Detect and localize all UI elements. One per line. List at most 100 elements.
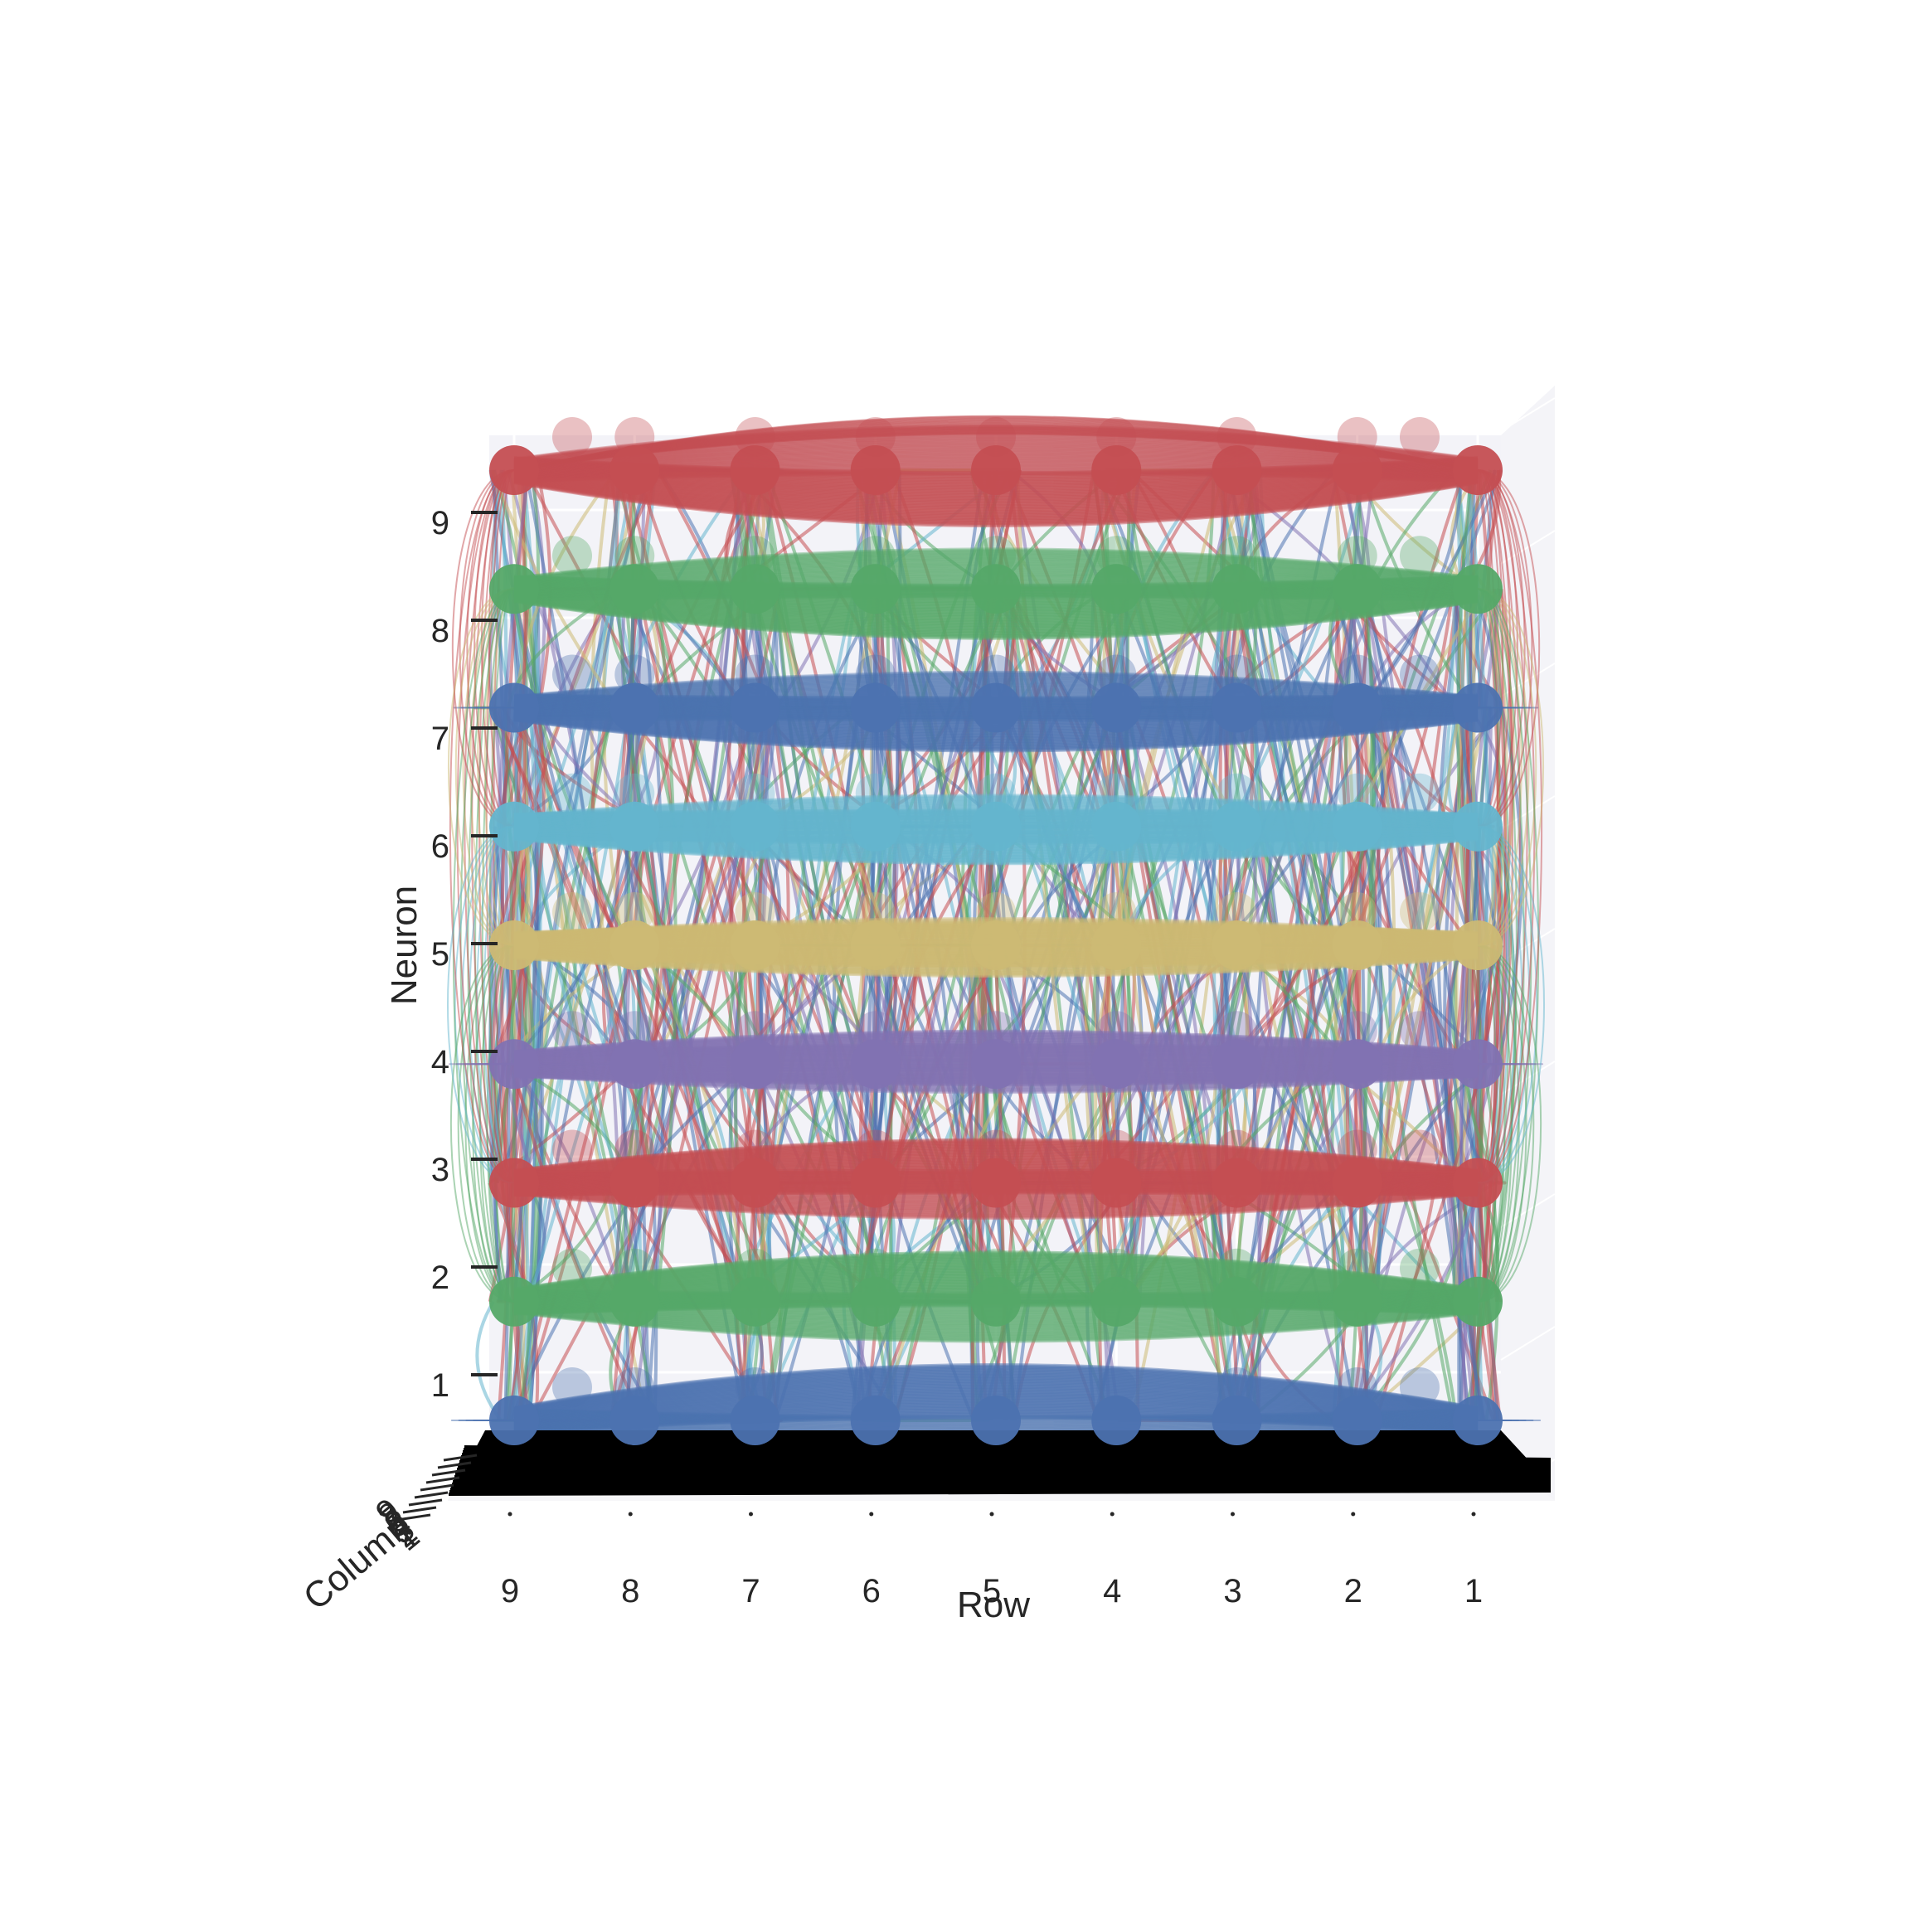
node (971, 1039, 1021, 1089)
z-tick-mark (415, 1493, 448, 1498)
node-back (552, 892, 592, 932)
node (1453, 564, 1503, 614)
node (489, 1277, 539, 1327)
node (971, 802, 1021, 852)
node (731, 564, 780, 614)
node (1212, 445, 1262, 495)
node (1333, 920, 1382, 970)
node (731, 1158, 780, 1208)
x-tick-mark (749, 1512, 753, 1517)
node-back (1400, 1367, 1440, 1407)
x-tick-label: 4 (1103, 1573, 1121, 1609)
x-tick-mark (1110, 1512, 1115, 1517)
node (971, 920, 1021, 970)
node (1212, 1396, 1262, 1445)
y-tick-label: 6 (431, 828, 449, 865)
y-tick-label: 3 (431, 1152, 449, 1188)
node-back (1400, 417, 1440, 457)
node (609, 1396, 659, 1445)
node (489, 564, 539, 614)
node (489, 1396, 539, 1445)
node (851, 683, 901, 733)
node-back (552, 417, 592, 457)
node-back (1400, 655, 1440, 695)
node (971, 1396, 1021, 1445)
y-tick-label: 7 (431, 721, 449, 757)
node (489, 1158, 539, 1208)
node (1091, 920, 1141, 970)
node (1212, 1039, 1262, 1089)
y-axis-title: Neuron (384, 886, 425, 1005)
node (731, 445, 780, 495)
x-tick-mark (1472, 1512, 1476, 1517)
node (851, 1039, 901, 1089)
node (851, 445, 901, 495)
node (1091, 683, 1141, 733)
node (971, 683, 1021, 733)
node (1212, 802, 1262, 852)
node (1333, 445, 1382, 495)
node (1453, 920, 1503, 970)
node (1333, 1158, 1382, 1208)
node (609, 564, 659, 614)
z-tick-mark (420, 1485, 454, 1490)
node-back (552, 536, 592, 575)
x-tick-label: 9 (501, 1573, 519, 1609)
node (1453, 445, 1503, 495)
node-back (1400, 1249, 1440, 1289)
node-back (1400, 774, 1440, 813)
node (1453, 683, 1503, 733)
x-tick-mark (1351, 1512, 1355, 1517)
x-tick-label: 2 (1344, 1573, 1362, 1609)
y-tick-label: 4 (431, 1044, 449, 1080)
x-tick-label: 7 (741, 1573, 760, 1609)
node (1091, 802, 1141, 852)
node (1333, 1039, 1382, 1089)
node-back (1400, 1011, 1440, 1051)
node (1212, 564, 1262, 614)
node (1453, 1277, 1503, 1327)
node (971, 1277, 1021, 1327)
node (489, 445, 539, 495)
node (1091, 1396, 1141, 1445)
z-tick-mark (409, 1500, 442, 1505)
node (1212, 1158, 1262, 1208)
node (1212, 920, 1262, 970)
node (1333, 802, 1382, 852)
node (851, 802, 901, 852)
z-tick-mark (403, 1507, 436, 1512)
x-tick-mark (1231, 1512, 1235, 1517)
node (971, 1158, 1021, 1208)
node (1091, 1158, 1141, 1208)
node (489, 1039, 539, 1089)
node (1091, 1277, 1141, 1327)
x-tick-mark (869, 1512, 873, 1517)
node (971, 445, 1021, 495)
node (731, 1396, 780, 1445)
node-back (552, 655, 592, 695)
node (851, 920, 901, 970)
node (489, 683, 539, 733)
x-tick-label: 6 (862, 1573, 881, 1609)
node (609, 1158, 659, 1208)
node (851, 1277, 901, 1327)
node-back (552, 1011, 592, 1051)
x-tick-mark (629, 1512, 633, 1517)
node (609, 683, 659, 733)
node (609, 1039, 659, 1089)
node-back (552, 1130, 592, 1170)
node (731, 683, 780, 733)
x-tick-mark (990, 1512, 994, 1517)
x-tick-label: 1 (1464, 1573, 1483, 1609)
node (489, 802, 539, 852)
node (609, 802, 659, 852)
node (851, 1396, 901, 1445)
node-back (1400, 1130, 1440, 1170)
node (731, 802, 780, 852)
y-tick-label: 5 (431, 936, 449, 973)
node-back (1400, 892, 1440, 932)
node (1333, 1396, 1382, 1445)
z-axis-title: Column (296, 1506, 419, 1618)
node-back (1400, 536, 1440, 575)
